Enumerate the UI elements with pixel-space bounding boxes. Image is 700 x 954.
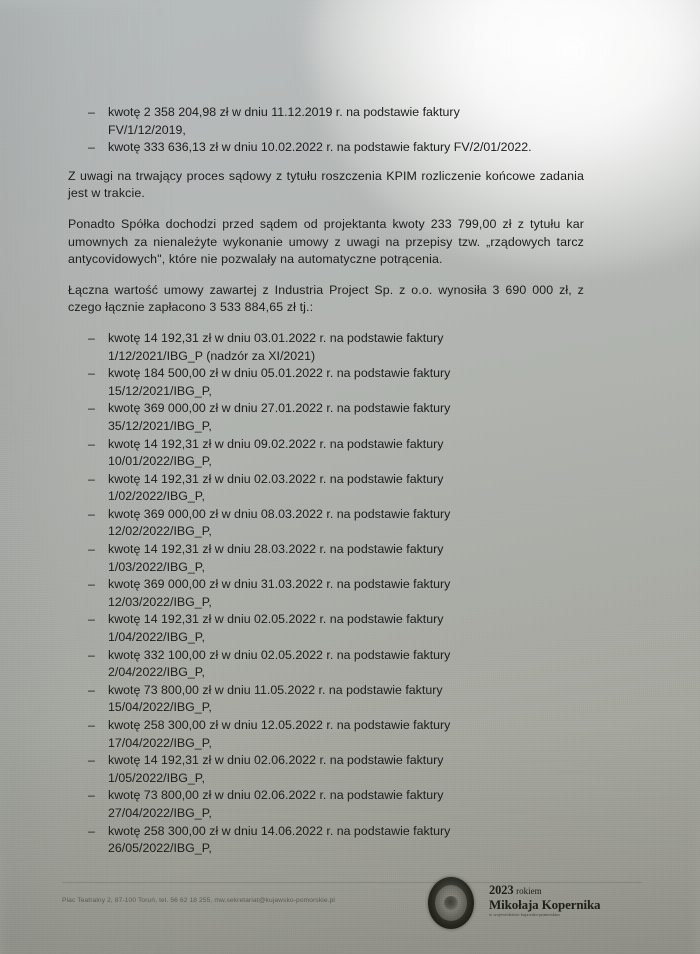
- paragraph-contract-total: Łączna wartość umowy zawartej z Industri…: [68, 282, 584, 315]
- list-dash: –: [88, 823, 95, 838]
- list-item-line2: 1/05/2022/IBG_P,: [108, 770, 205, 785]
- list-item-line1: kwotę 258 300,00 zł w dniu 14.06.2022 r.…: [108, 823, 451, 838]
- brand-subline: w województwie kujawsko-pomorskim: [489, 912, 560, 917]
- list-item: – kwotę 14 192,31 zł w dniu 09.02.2022 r.…: [68, 436, 584, 471]
- list-item: – kwotę 369 000,00 zł w dniu 27.01.2022 r…: [68, 400, 584, 435]
- list-item-line1: kwotę 333 636,13 zł w dniu 10.02.2022 r.…: [108, 140, 532, 155]
- list-item: – kwotę 258 300,00 zł w dniu 12.05.2022 r…: [68, 717, 584, 752]
- list-item-line2: 27/04/2022/IBG_P,: [108, 805, 212, 820]
- list-item-line1: kwotę 369 000,00 zł w dniu 27.01.2022 r.…: [108, 401, 451, 416]
- payments-invoice-list: – kwotę 14 192,31 zł w dniu 03.01.2022 r.…: [68, 330, 584, 858]
- list-item-line1: kwotę 332 100,00 zł w dniu 02.05.2022 r.…: [108, 647, 451, 662]
- list-item-line1: kwotę 14 192,31 zł w dniu 09.02.2022 r. …: [108, 436, 444, 451]
- list-dash: –: [88, 366, 95, 381]
- list-dash: –: [88, 577, 95, 592]
- paragraph-contractual-penalties: Ponadto Spółka dochodzi przed sądem od p…: [68, 216, 584, 267]
- footer-contact-text: Plac Teatralny 2, 87-100 Toruń, tel. 56 …: [62, 897, 336, 904]
- top-invoice-list: – kwotę 2 358 204,98 zł w dniu 11.12.201…: [68, 104, 584, 157]
- list-item-line2: 15/12/2021/IBG_P,: [108, 383, 212, 398]
- list-item: – kwotę 73 800,00 zł w dniu 11.05.2022 r.…: [68, 682, 584, 717]
- list-item-line2: 1/12/2021/IBG_P (nadzór za XI/2021): [108, 348, 316, 363]
- list-dash: –: [88, 401, 95, 416]
- list-dash: –: [88, 506, 95, 521]
- brand-year-line: 2023 rokiem: [489, 884, 639, 898]
- list-item-line2: 12/03/2022/IBG_P,: [108, 594, 212, 609]
- list-item-line1: kwotę 2 358 204,98 zł w dniu 11.12.2019 …: [108, 105, 460, 119]
- list-item-line2: 35/12/2021/IBG_P,: [108, 418, 212, 433]
- list-item: – kwotę 14 192,31 zł w dniu 02.03.2022 r.…: [68, 471, 584, 506]
- brand-rokiem: rokiem: [516, 886, 542, 896]
- paragraph-court-process: Z uwagi na trwający proces sądowy z tytu…: [68, 168, 584, 201]
- list-item-line1: kwotę 14 192,31 zł w dniu 02.05.2022 r. …: [108, 612, 444, 627]
- list-item-line1: kwotę 73 800,00 zł w dniu 02.06.2022 r. …: [108, 788, 444, 803]
- list-item-line1: kwotę 258 300,00 zł w dniu 12.05.2022 r.…: [108, 718, 451, 732]
- list-item: – kwotę 369 000,00 zł w dniu 08.03.2022 r…: [68, 506, 584, 541]
- list-item-line2: 1/03/2022/IBG_P,: [108, 559, 205, 574]
- list-item: – kwotę 332 100,00 zł w dniu 02.05.2022 r…: [68, 647, 584, 682]
- official-seal-icon: [428, 877, 474, 929]
- list-item: – kwotę 14 192,31 zł w dniu 28.03.2022 r.…: [68, 541, 584, 576]
- brand-year: 2023: [489, 883, 514, 897]
- footer-separator: [62, 882, 642, 883]
- list-item: – kwotę 14 192,31 zł w dniu 02.06.2022 r.…: [68, 752, 584, 787]
- list-item-line1: kwotę 14 192,31 zł w dniu 02.03.2022 r. …: [108, 471, 444, 486]
- list-item-line2: FV/1/12/2019,: [108, 122, 186, 137]
- list-item: – kwotę 184 500,00 zł w dniu 05.01.2022 r…: [68, 365, 584, 400]
- list-item-line1: kwotę 369 000,00 zł w dniu 08.03.2022 r.…: [108, 506, 451, 521]
- list-dash: –: [88, 682, 95, 697]
- list-dash: –: [88, 471, 95, 486]
- list-item: – kwotę 73 800,00 zł w dniu 02.06.2022 r.…: [68, 787, 584, 822]
- list-item-line2: 10/01/2022/IBG_P,: [108, 454, 212, 469]
- list-item-line1: kwotę 14 192,31 zł w dniu 02.06.2022 r. …: [108, 753, 444, 768]
- list-dash: –: [88, 718, 95, 732]
- list-item: – kwotę 2 358 204,98 zł w dniu 11.12.201…: [68, 104, 584, 139]
- seal-center-boss: [444, 896, 458, 910]
- list-item-line2: 12/02/2022/IBG_P,: [108, 524, 212, 539]
- footer-brand: 2023 rokiem Mikołaja Kopernika w wojewód…: [489, 884, 639, 918]
- list-item-line1: kwotę 369 000,00 zł w dniu 31.03.2022 r.…: [108, 577, 451, 592]
- list-item-line1: kwotę 14 192,31 zł w dniu 03.01.2022 r. …: [108, 330, 444, 345]
- list-dash: –: [88, 612, 95, 627]
- list-dash: –: [88, 140, 95, 155]
- list-dash: –: [88, 542, 95, 557]
- list-item: – kwotę 14 192,31 zł w dniu 03.01.2022 r.…: [68, 330, 584, 365]
- list-dash: –: [88, 105, 95, 119]
- brand-name: Mikołaja Kopernika: [489, 897, 601, 912]
- list-item-line2: 17/04/2022/IBG_P,: [108, 735, 212, 750]
- list-item: – kwotę 333 636,13 zł w dniu 10.02.2022 …: [68, 139, 584, 157]
- list-dash: –: [88, 436, 95, 451]
- list-item: – kwotę 14 192,31 zł w dniu 02.05.2022 r.…: [68, 611, 584, 646]
- document-body: – kwotę 2 358 204,98 zł w dniu 11.12.201…: [68, 104, 584, 869]
- list-item: – kwotę 369 000,00 zł w dniu 31.03.2022 r…: [68, 576, 584, 611]
- list-item: – kwotę 258 300,00 zł w dniu 14.06.2022 r…: [68, 823, 584, 858]
- list-item-line2: 15/04/2022/IBG_P,: [108, 700, 212, 715]
- list-dash: –: [88, 753, 95, 768]
- list-item-line1: kwotę 184 500,00 zł w dniu 05.01.2022 r.…: [108, 366, 451, 381]
- list-item-line2: 2/04/2022/IBG_P,: [108, 665, 205, 680]
- paper-shadow-bottom: [0, 734, 700, 954]
- list-item-line2: 26/05/2022/IBG_P,: [108, 841, 212, 856]
- paper-shadow-left: [0, 0, 170, 954]
- list-dash: –: [88, 330, 95, 345]
- list-item-line1: kwotę 73 800,00 zł w dniu 11.05.2022 r. …: [108, 682, 443, 697]
- list-item-line2: 1/04/2022/IBG_P,: [108, 630, 205, 645]
- list-item-line2: 1/02/2022/IBG_P,: [108, 489, 205, 504]
- list-dash: –: [88, 647, 95, 662]
- list-item-line1: kwotę 14 192,31 zł w dniu 28.03.2022 r. …: [108, 542, 444, 557]
- list-dash: –: [88, 788, 95, 803]
